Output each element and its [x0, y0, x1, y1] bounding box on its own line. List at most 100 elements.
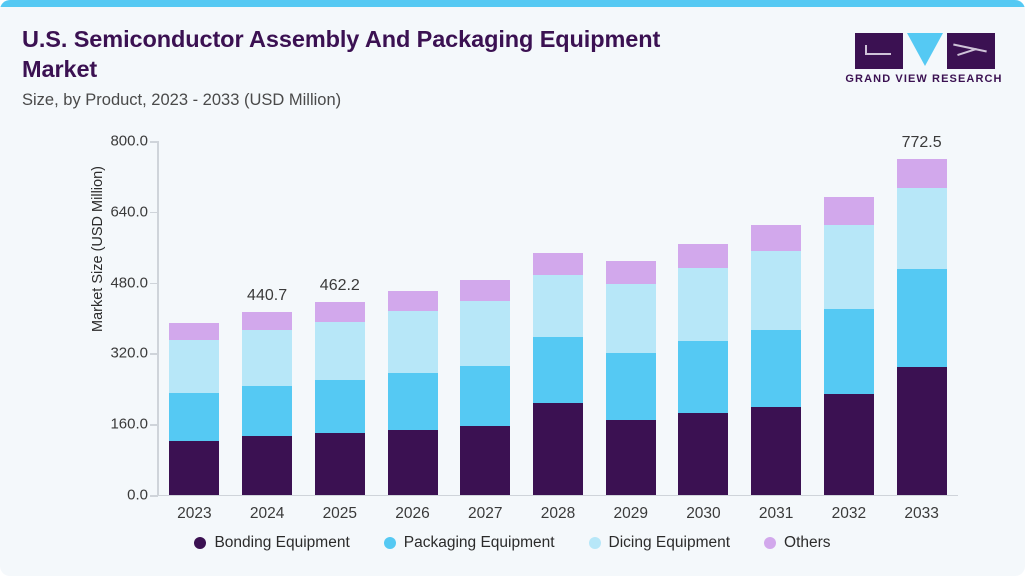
bar-segment[interactable] — [169, 322, 220, 341]
bar-segment[interactable] — [678, 341, 729, 413]
bar-group[interactable] — [823, 141, 874, 495]
bar-segment[interactable] — [460, 425, 511, 495]
chart-subtitle: Size, by Product, 2023 - 2033 (USD Milli… — [22, 91, 342, 109]
legend-item[interactable]: Dicing Equipment — [588, 534, 730, 552]
bar-segment[interactable] — [387, 429, 438, 495]
bar-segment[interactable] — [533, 336, 583, 403]
bar-segment[interactable] — [896, 158, 947, 188]
bar-segment[interactable] — [823, 224, 874, 310]
bar-group[interactable]: 772.5 — [896, 134, 947, 495]
y-axis-tick-label: 0.0 — [127, 486, 148, 504]
chart-legend: Bonding Equipment Packaging Equipment Dici… — [0, 534, 1025, 552]
bar-segment[interactable] — [533, 275, 583, 337]
chart-header: U.S. Semiconductor Assembly And Packagin… — [0, 7, 1025, 119]
bar-group[interactable]: 462.2 — [314, 141, 365, 495]
bar-segment[interactable] — [387, 311, 438, 374]
bar-group[interactable] — [605, 141, 656, 495]
bar-segment[interactable] — [169, 440, 220, 495]
legend-item[interactable]: Packaging Equipment — [383, 534, 555, 552]
grand-view-research-logo: GRAND VIEW RESEARCH — [841, 29, 1007, 85]
bar-segment[interactable] — [314, 432, 365, 495]
bar-segment[interactable] — [751, 251, 802, 330]
bar-group[interactable] — [751, 141, 802, 495]
bar-group[interactable] — [533, 141, 583, 495]
y-axis-tick-label: 480.0 — [110, 274, 148, 292]
bar-group[interactable]: 440.7 — [242, 141, 293, 495]
bar-segment[interactable] — [460, 301, 511, 367]
legend-item[interactable]: Bonding Equipment — [194, 534, 350, 552]
bar-segment[interactable] — [751, 406, 802, 495]
bar-segment[interactable] — [605, 260, 656, 284]
page-title: U.S. Semiconductor Assembly And Packagin… — [22, 26, 661, 82]
y-axis-tick-label: 640.0 — [110, 203, 148, 221]
bar-group[interactable] — [678, 141, 729, 495]
bar-segment[interactable] — [387, 290, 438, 312]
x-axis-tick-label: 2029 — [613, 505, 648, 522]
bar-segment[interactable] — [169, 392, 220, 441]
legend-item-label: Packaging Equipment — [403, 534, 555, 551]
bar-value-label: 772.5 — [901, 133, 942, 151]
y-axis-line — [157, 141, 159, 496]
bar-segment[interactable] — [823, 394, 874, 495]
bar-segment[interactable] — [605, 283, 656, 353]
y-axis-tick-mark — [150, 495, 158, 497]
y-axis-tick-mark — [150, 211, 158, 214]
bar-segment[interactable] — [678, 412, 729, 495]
dot-icon — [588, 537, 601, 549]
legend-item-label: Bonding Equipment — [214, 534, 350, 551]
bar-segment[interactable] — [751, 329, 802, 407]
bar-segment[interactable] — [823, 196, 874, 225]
x-axis-tick-label: 2027 — [468, 505, 503, 522]
x-axis-tick-label: 2030 — [686, 505, 721, 522]
y-axis-tick-mark — [150, 424, 158, 426]
y-axis-tick-labels: 0.0 160.0 320.0 480.0 640.0 800.0 — [68, 133, 148, 504]
logo-left-block-icon — [855, 33, 903, 69]
legend-item[interactable]: Others — [764, 534, 831, 552]
y-axis-tick-label: 320.0 — [110, 344, 148, 362]
x-axis-tick-label: 2026 — [395, 505, 430, 522]
dot-icon — [383, 537, 396, 549]
bar-segment[interactable] — [314, 302, 365, 322]
bar-segment[interactable] — [314, 379, 365, 433]
bar-segment[interactable] — [896, 187, 947, 270]
bar-group[interactable] — [387, 141, 438, 495]
bar-segment[interactable] — [605, 352, 656, 421]
x-axis-tick-label: 2024 — [249, 505, 285, 522]
bar-segment[interactable] — [896, 366, 947, 495]
bar-segment[interactable] — [533, 253, 583, 276]
bar-segment[interactable] — [242, 435, 293, 495]
y-axis-tick-label: 800.0 — [110, 132, 148, 150]
legend-item-label: Others — [784, 534, 831, 551]
x-axis-tick-label: 2033 — [904, 505, 939, 522]
bar-segment[interactable] — [896, 269, 947, 367]
x-axis-tick-label: 2023 — [177, 505, 212, 522]
bar-segment[interactable] — [242, 330, 293, 386]
bar-segment[interactable] — [242, 385, 293, 436]
dot-icon — [764, 537, 777, 549]
bar-segment[interactable] — [314, 321, 365, 380]
y-axis-tick-mark — [150, 353, 158, 355]
bar-segment[interactable] — [605, 420, 656, 495]
bar-segment[interactable] — [751, 225, 802, 252]
bar-segment[interactable] — [678, 243, 729, 268]
top-accent-bar — [0, 0, 1025, 7]
bar-value-label: 462.2 — [319, 277, 360, 295]
bar-segment[interactable] — [242, 312, 293, 331]
dot-icon — [194, 537, 207, 549]
y-axis-tick-mark — [150, 282, 158, 285]
bar-group[interactable] — [460, 141, 511, 495]
bar-segment[interactable] — [460, 366, 511, 426]
bar-segment[interactable] — [678, 268, 729, 342]
bar-segment[interactable] — [533, 402, 583, 495]
bar-segment[interactable] — [823, 309, 874, 395]
bar-group[interactable] — [169, 141, 220, 495]
bar-segment[interactable] — [387, 373, 438, 430]
bar-segment[interactable] — [169, 340, 220, 393]
logo-wordmark: GRAND VIEW RESEARCH — [845, 73, 1003, 85]
bar-segment[interactable] — [460, 279, 511, 302]
logo-triangle-icon — [907, 33, 943, 66]
y-axis-tick-label: 160.0 — [110, 415, 148, 433]
bar-series-container: 2023 440.7 2024 462.2 2025 2026 2027 2028 2029 20… — [158, 134, 958, 522]
bar-value-label: 440.7 — [247, 287, 288, 305]
